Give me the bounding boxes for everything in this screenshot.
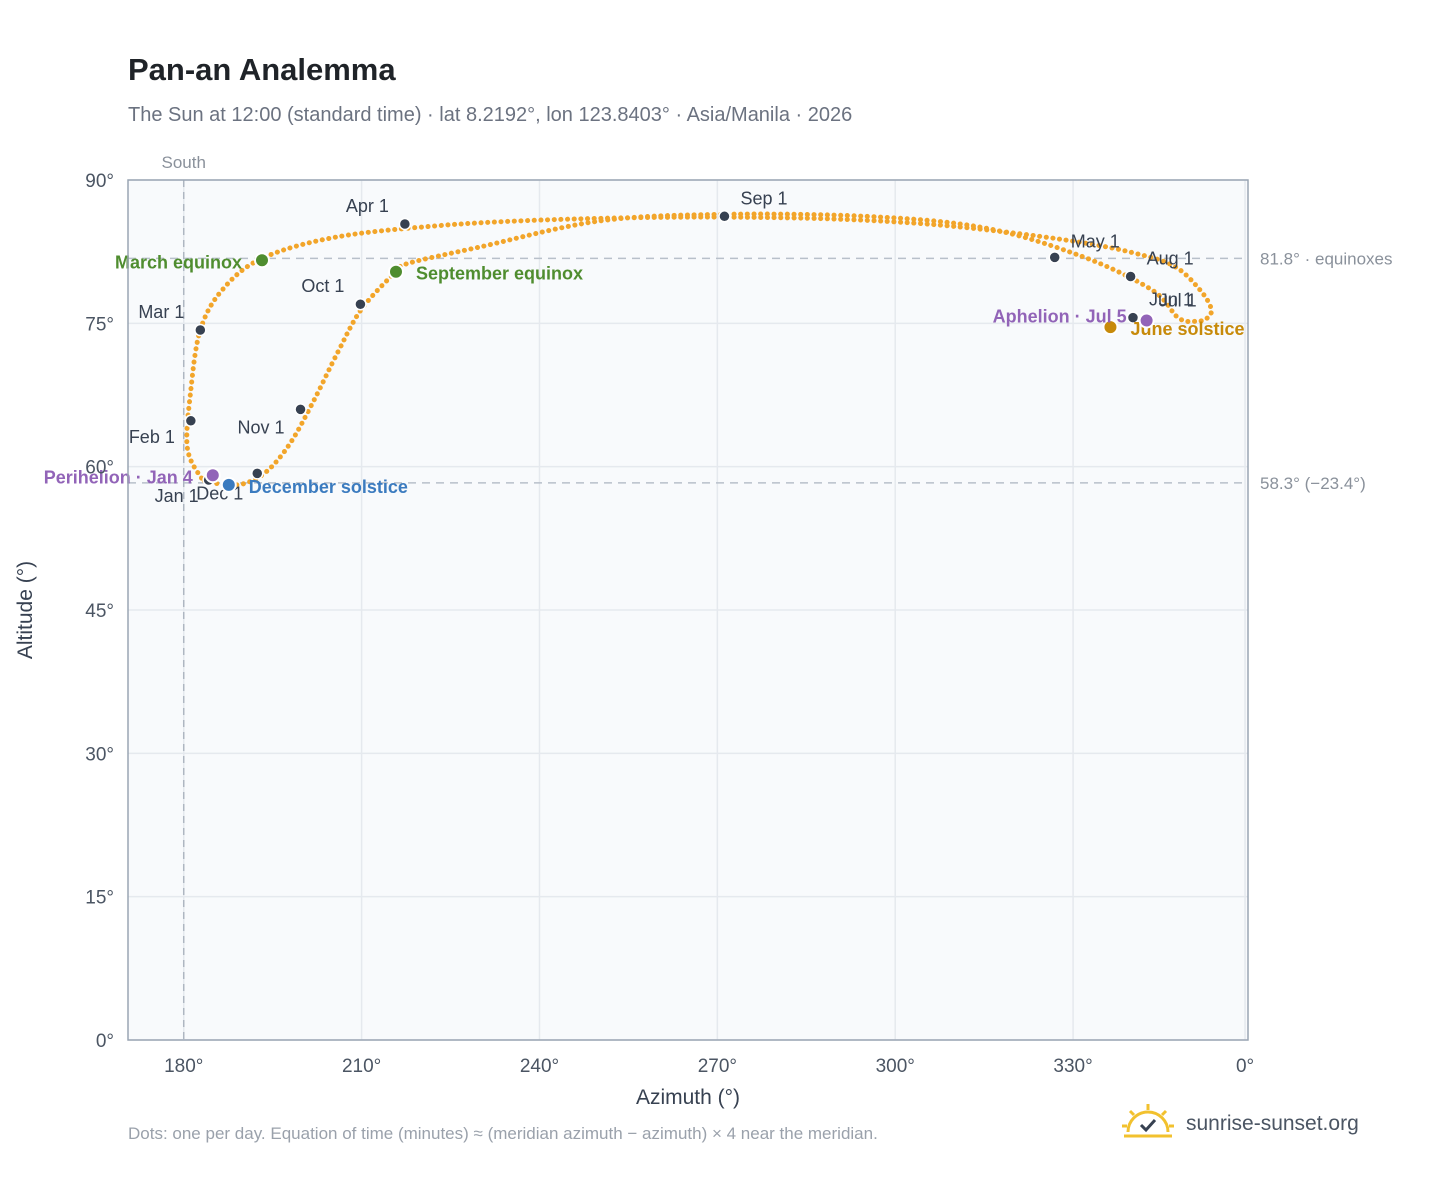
plot-frame <box>127 179 1249 1041</box>
month-label: Feb 1 <box>129 427 175 447</box>
event-marker[interactable] <box>253 252 270 269</box>
month-marker[interactable] <box>718 210 731 223</box>
month-label: Jan 1 <box>155 486 199 506</box>
y-tick-label: 45° <box>85 601 114 622</box>
event-label: December solstice <box>249 477 408 497</box>
x-tick-label: 0° <box>1236 1056 1254 1077</box>
chart-subtitle: The Sun at 12:00 (standard time) · lat 8… <box>128 104 853 126</box>
brand-text: sunrise-sunset.org <box>1186 1112 1359 1135</box>
month-marker[interactable] <box>1126 311 1140 324</box>
x-tick-label: 240° <box>520 1056 559 1077</box>
y-tick-label: 0° <box>96 1031 114 1052</box>
x-tick-label: 330° <box>1053 1056 1092 1077</box>
month-marker[interactable] <box>354 297 367 311</box>
x-axis-label: Azimuth (°) <box>636 1086 740 1109</box>
month-label: Sep 1 <box>740 188 787 208</box>
y-tick-label: 60° <box>85 458 114 479</box>
y-tick-label: 30° <box>85 744 114 765</box>
event-marker[interactable] <box>1138 312 1155 329</box>
month-marker[interactable] <box>194 323 207 337</box>
month-label: Jun 1 <box>1149 290 1193 310</box>
month-label: Oct 1 <box>301 276 344 296</box>
chart-title: Pan-an Analemma <box>128 52 396 87</box>
y-axis-label: Altitude (°) <box>14 561 37 659</box>
month-marker[interactable] <box>1048 251 1061 264</box>
reference-label: 81.8° · equinoxes <box>1260 249 1393 268</box>
event-label: Aphelion · Jul 5 <box>993 306 1127 326</box>
month-label: Apr 1 <box>346 196 389 216</box>
meridian-label: South <box>162 153 206 172</box>
month-marker[interactable] <box>1124 270 1137 283</box>
x-tick-label: 300° <box>876 1056 915 1077</box>
event-label: June solstice <box>1130 319 1244 339</box>
month-label: Mar 1 <box>138 302 184 322</box>
event-label: March equinox <box>115 252 242 272</box>
y-tick-label: 90° <box>85 171 114 192</box>
month-marker[interactable] <box>251 467 264 480</box>
event-marker[interactable] <box>1102 319 1119 336</box>
event-label: Perihelion · Jan 4 <box>44 467 193 487</box>
x-tick-label: 210° <box>342 1056 381 1077</box>
month-label: Jul 1 <box>1159 290 1197 310</box>
event-marker[interactable] <box>204 467 221 484</box>
y-tick-label: 15° <box>85 888 114 909</box>
month-label: May 1 <box>1071 231 1120 251</box>
event-label: September equinox <box>416 264 583 284</box>
brand[interactable]: sunrise-sunset.org <box>1120 1102 1359 1147</box>
month-label: Nov 1 <box>238 417 285 437</box>
month-marker[interactable] <box>294 403 307 416</box>
sun-check-logo-icon <box>1120 1102 1176 1147</box>
month-marker[interactable] <box>398 217 412 231</box>
x-tick-label: 270° <box>698 1056 737 1077</box>
y-tick-label: 75° <box>85 314 114 335</box>
footnote: Dots: one per day. Equation of time (min… <box>128 1124 878 1143</box>
month-label: Aug 1 <box>1147 249 1194 269</box>
event-marker[interactable] <box>387 263 404 280</box>
x-tick-label: 180° <box>164 1056 203 1077</box>
reference-label: 58.3° (−23.4°) <box>1260 474 1366 493</box>
month-marker[interactable] <box>184 414 198 428</box>
event-marker[interactable] <box>220 476 237 493</box>
